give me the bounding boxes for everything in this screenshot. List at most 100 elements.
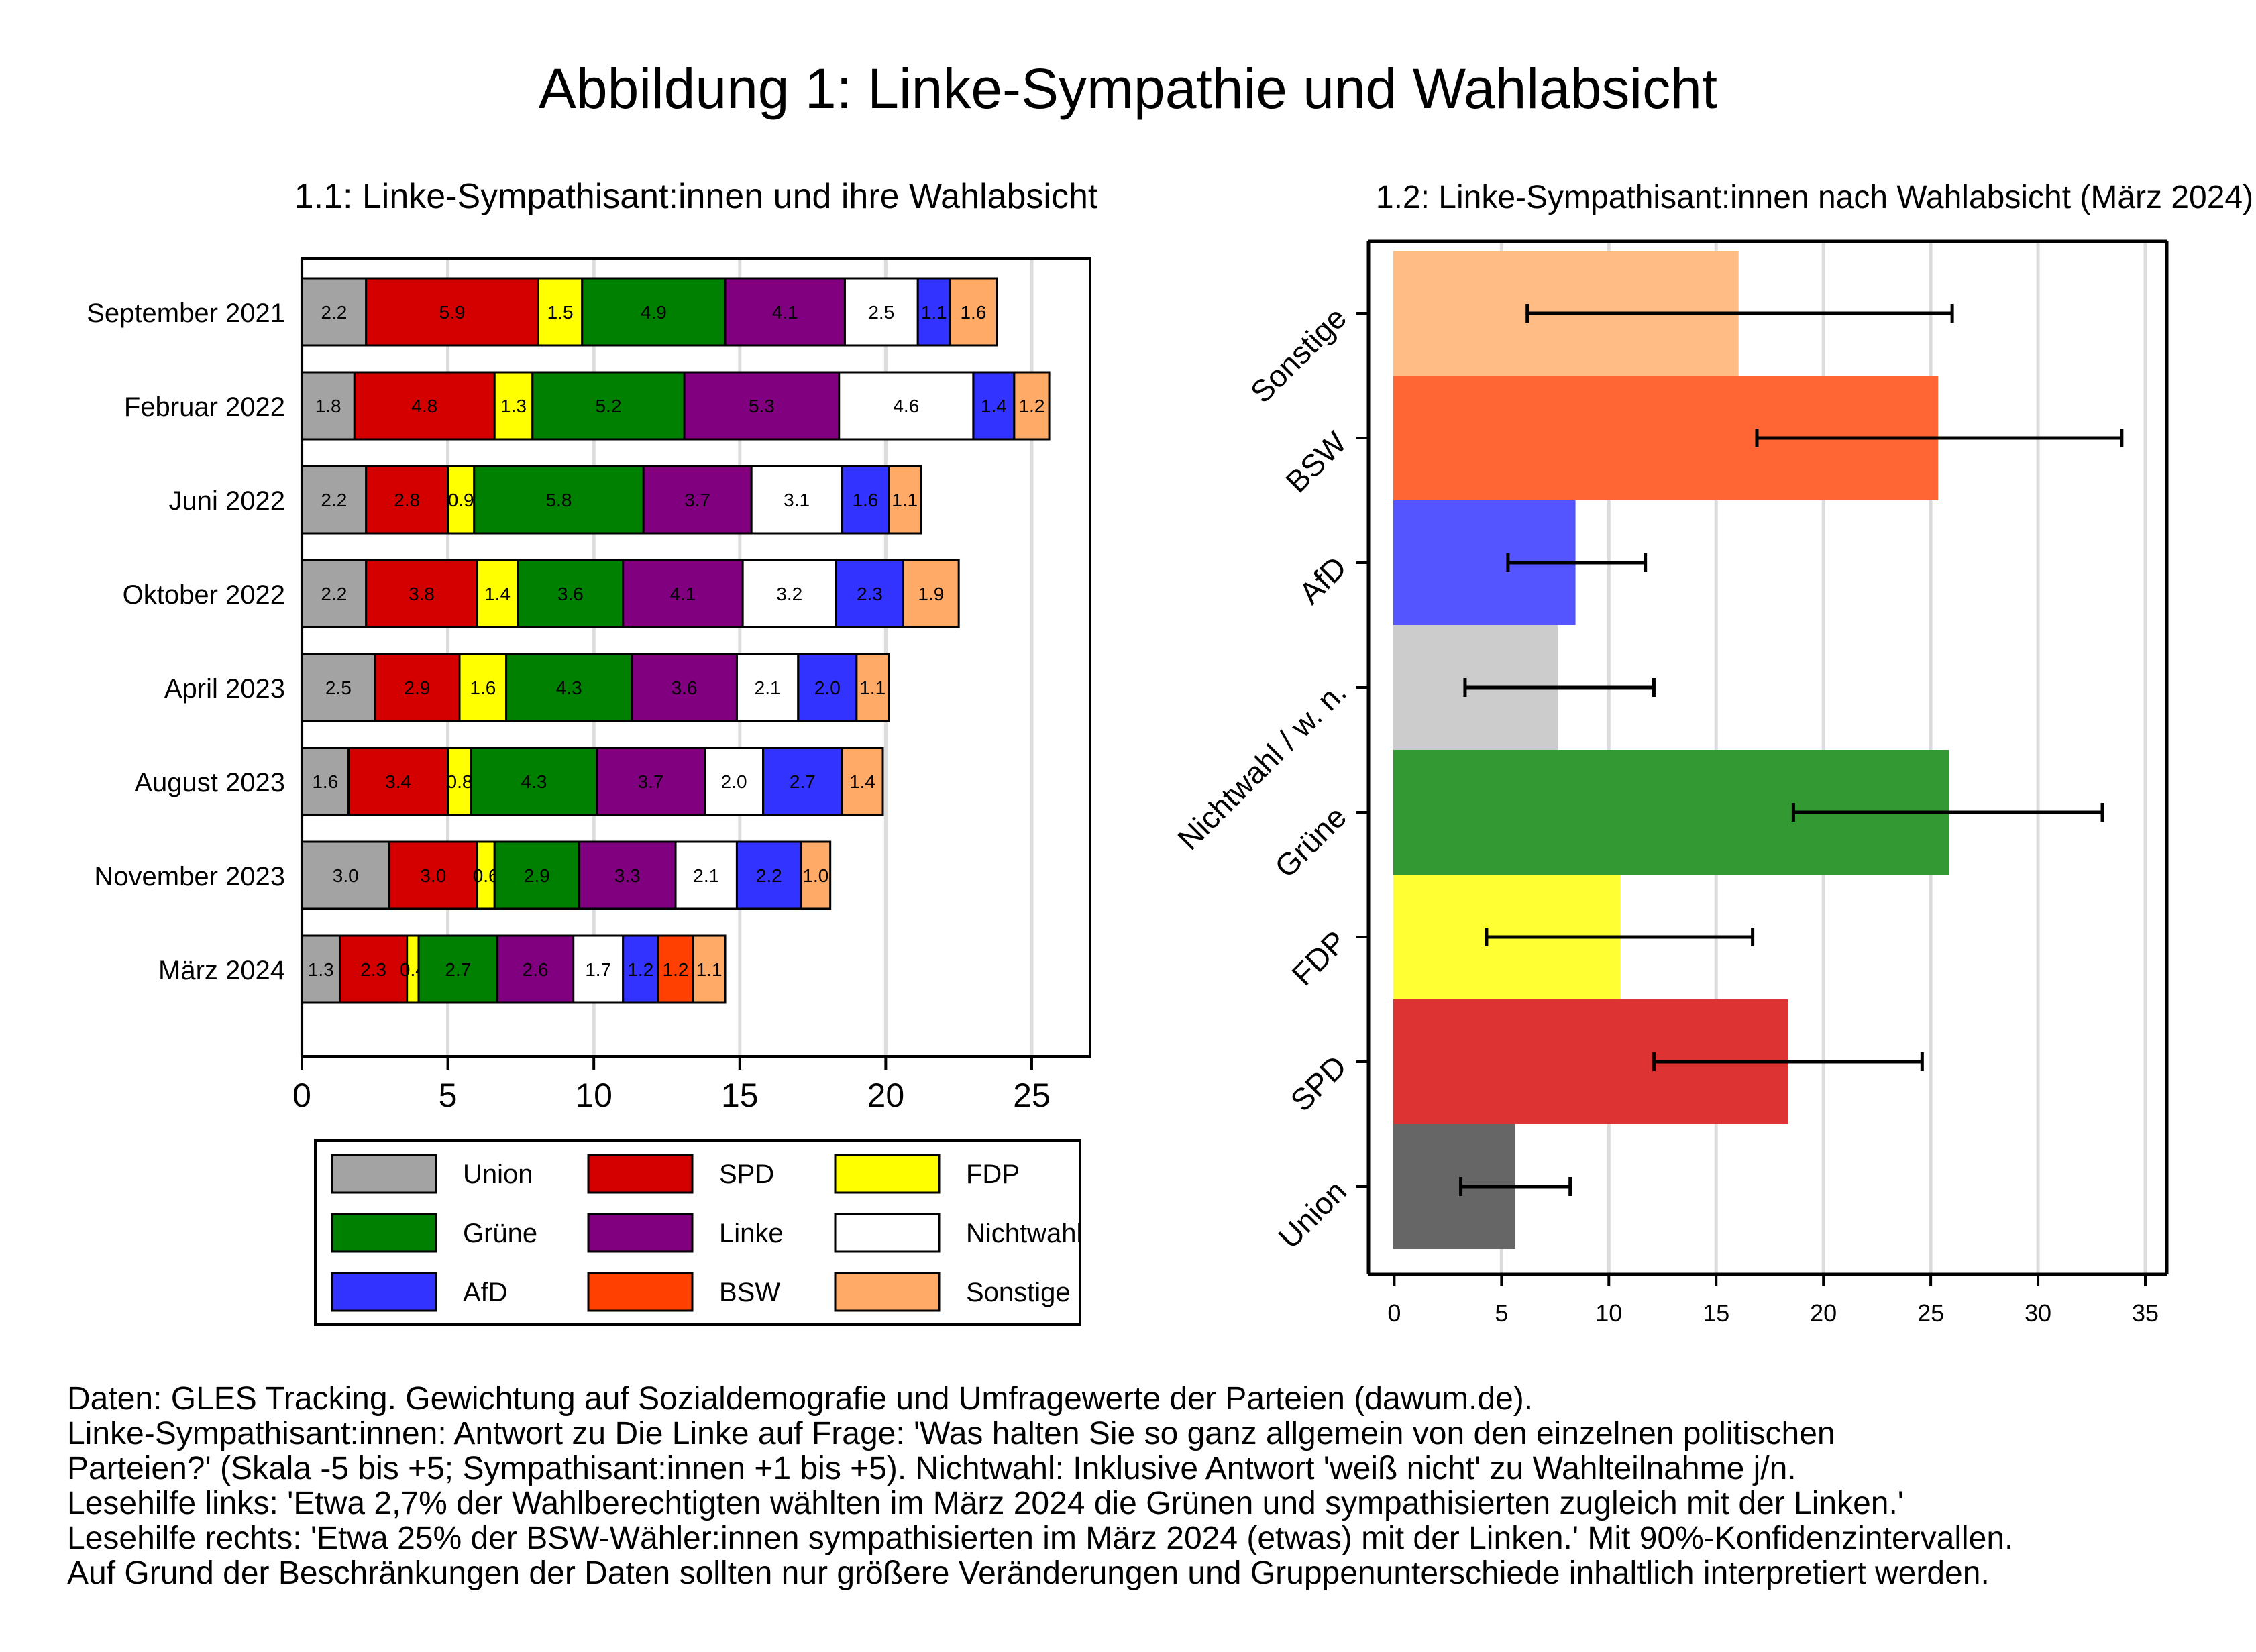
legend-label: Linke — [719, 1219, 784, 1248]
data-label: 1.4 — [981, 396, 1007, 417]
data-label: 2.2 — [321, 302, 347, 323]
data-label: 4.8 — [411, 396, 437, 417]
bar-segment — [838, 371, 975, 441]
legend-swatch — [331, 1272, 437, 1312]
data-label: 1.7 — [585, 959, 611, 980]
bar-segment — [517, 559, 625, 628]
category-label: März 2024 — [158, 956, 285, 985]
x-tick-label: 10 — [575, 1077, 612, 1114]
data-label: 1.2 — [1018, 396, 1044, 417]
x-tick-label: 20 — [867, 1077, 905, 1114]
data-label: 1.6 — [312, 771, 338, 792]
data-label: 2.0 — [814, 677, 841, 698]
bar-segment — [949, 277, 998, 347]
data-label: 3.4 — [385, 771, 411, 792]
data-label: 2.1 — [693, 865, 719, 886]
data-label: 1.4 — [849, 771, 875, 792]
data-label: 1.6 — [470, 677, 496, 698]
data-label: 0.9 — [448, 490, 474, 510]
bar-segment — [683, 371, 841, 441]
legend-swatch — [587, 1213, 694, 1253]
bar-segment — [353, 371, 496, 441]
data-label: 2.2 — [756, 865, 782, 886]
bar-segment — [301, 559, 368, 628]
data-label: 1.3 — [308, 959, 334, 980]
data-label: 2.9 — [524, 865, 550, 886]
legend-swatch — [834, 1213, 941, 1253]
category-label: Sonstige — [1244, 300, 1353, 409]
data-label: 5.3 — [749, 396, 775, 417]
bar-segment — [835, 559, 904, 628]
bar-segment — [735, 653, 800, 722]
bar-segment — [339, 934, 409, 1004]
x-tick-label: 30 — [2025, 1299, 2051, 1327]
bar-segment — [902, 559, 960, 628]
bar-segment — [301, 277, 368, 347]
legend-label: Union — [463, 1160, 533, 1189]
x-tick-label: 25 — [1013, 1077, 1051, 1114]
note-line: Lesehilfe links: 'Etwa 2,7% der Wahlbere… — [67, 1486, 1904, 1521]
data-label: 3.7 — [684, 490, 710, 510]
data-label: 1.1 — [921, 302, 947, 323]
legend-label: Nichtwahl — [966, 1219, 1082, 1248]
data-label: 2.5 — [325, 677, 352, 698]
bar-segment — [674, 840, 738, 910]
category-label: SPD — [1283, 1048, 1353, 1118]
category-label: November 2023 — [94, 862, 285, 891]
bar-segment — [762, 747, 843, 816]
bar-segment — [735, 840, 802, 910]
data-label: 1.0 — [802, 865, 828, 886]
bar-segment — [496, 934, 575, 1004]
x-tick-label: 5 — [1495, 1299, 1508, 1327]
bar-segment — [841, 747, 884, 816]
bar-segment — [581, 277, 727, 347]
legend-swatch — [834, 1154, 941, 1194]
bar-segment — [417, 934, 499, 1004]
data-label: 1.2 — [663, 959, 689, 980]
category-label: AfD — [1292, 549, 1353, 610]
bar-segment — [493, 840, 580, 910]
legend-swatch — [587, 1272, 694, 1312]
data-label: 1.1 — [892, 490, 918, 510]
bar-segment — [741, 559, 837, 628]
data-label: 2.0 — [721, 771, 747, 792]
x-tick-label: 5 — [439, 1077, 458, 1114]
data-label: 2.3 — [360, 959, 386, 980]
bar-segment — [800, 840, 832, 910]
legend-label: FDP — [966, 1160, 1020, 1189]
legend-swatch — [587, 1154, 694, 1194]
category-label: August 2023 — [134, 768, 285, 797]
category-label: Grüne — [1268, 799, 1353, 884]
bar-segment — [476, 559, 519, 628]
bar-segment — [916, 277, 951, 347]
legend-swatch — [331, 1213, 437, 1253]
bar-segment — [704, 747, 765, 816]
data-label: 3.0 — [333, 865, 359, 886]
note-line: Auf Grund der Beschränkungen der Daten s… — [67, 1555, 1990, 1591]
data-label: 4.3 — [521, 771, 547, 792]
x-tick-label: 0 — [1387, 1299, 1401, 1327]
bar-segment — [301, 653, 376, 722]
bar-segment — [505, 653, 633, 722]
data-label: 2.8 — [394, 490, 420, 510]
bar-segment — [447, 747, 472, 816]
note-line: Linke-Sympathisant:innen: Antwort zu Die… — [67, 1416, 1835, 1451]
category-label: Juni 2022 — [169, 486, 285, 516]
legend-box — [314, 1139, 1081, 1326]
x-tick-label: 20 — [1810, 1299, 1837, 1327]
note-line: Daten: GLES Tracking. Gewichtung auf Soz… — [67, 1381, 1534, 1417]
bar-segment — [365, 559, 478, 628]
data-label: 4.1 — [772, 302, 798, 323]
bar-segment — [631, 653, 738, 722]
category-label: BSW — [1279, 425, 1353, 499]
x-tick-label: 25 — [1917, 1299, 1944, 1327]
data-label: 2.7 — [445, 959, 471, 980]
data-label: 4.6 — [893, 396, 919, 417]
data-label: 5.9 — [439, 302, 466, 323]
data-label: 2.1 — [755, 677, 781, 698]
bar-segment — [301, 934, 341, 1004]
category-label: September 2021 — [87, 298, 285, 328]
data-label: 4.1 — [669, 584, 696, 604]
data-label: 1.8 — [315, 396, 341, 417]
